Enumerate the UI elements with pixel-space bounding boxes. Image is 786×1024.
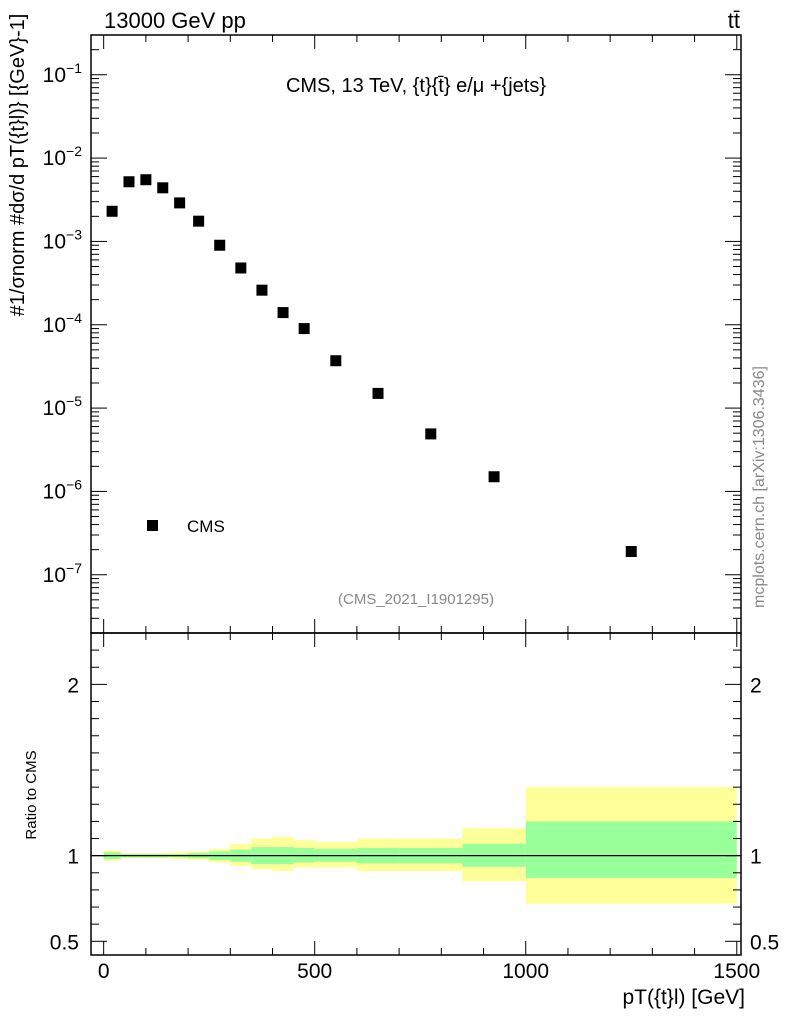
ratio-y-tick-label-right: 1	[750, 846, 762, 869]
ratio-axis-ticks	[91, 633, 741, 955]
data-point	[256, 284, 268, 296]
main-panel-frame	[90, 34, 742, 634]
legend-marker	[147, 520, 158, 531]
source-side-label: mcplots.cern.ch [arXiv:1306.3436]	[751, 366, 768, 608]
data-point	[330, 355, 342, 367]
ratio-y-axis-label: Ratio to CMS	[23, 750, 40, 839]
ratio-y-tick-labels: 0.5 0.5 1 1 2 2	[50, 674, 779, 954]
main-y-tick-label: 10−7	[43, 560, 83, 587]
data-point	[123, 176, 135, 188]
ratio-panel-frame	[90, 632, 742, 956]
main-y-tick-label: 10−5	[43, 393, 83, 420]
main-y-tick-label: 10−2	[43, 143, 83, 170]
data-point	[140, 174, 152, 186]
main-y-tick-label: 10−4	[43, 310, 83, 337]
analysis-id-label: (CMS_2021_I1901295)	[338, 591, 494, 608]
x-tick-labels: 0 500 1000 1500	[98, 960, 760, 983]
data-point	[425, 428, 437, 440]
data-point	[235, 262, 247, 274]
inner-band-bin	[525, 821, 737, 878]
x-tick-label: 500	[297, 960, 332, 983]
data-point	[174, 197, 186, 209]
data-point	[214, 239, 226, 251]
main-y-tick-label: 10−6	[43, 476, 83, 503]
x-axis-label: pT({t}l) [GeV]	[622, 986, 745, 1009]
energy-label: 13000 GeV pp	[104, 8, 246, 33]
main-axis-ticks	[91, 35, 741, 634]
data-point	[298, 323, 310, 335]
main-y-tick-labels: 10−7 10−6 10−5 10−4 10−3 10−2 10−1	[43, 60, 83, 587]
data-point	[488, 471, 500, 483]
ratio-y-tick-label-right: 2	[750, 674, 762, 697]
ratio-y-tick-label-left: 2	[67, 674, 79, 697]
main-y-tick-label: 10−1	[43, 60, 83, 87]
data-point	[157, 182, 169, 194]
data-point	[372, 387, 384, 399]
cms-data-points	[106, 174, 637, 558]
data-point	[277, 307, 289, 319]
x-tick-label: 1000	[502, 960, 549, 983]
main-y-tick-label: 10−3	[43, 226, 83, 253]
data-point	[625, 546, 637, 558]
process-label: tt̄	[728, 8, 740, 33]
x-tick-label: 0	[98, 960, 110, 983]
x-tick-label: 1500	[713, 960, 760, 983]
ratio-y-tick-label-right: 0.5	[750, 931, 779, 954]
ratio-y-tick-label-left: 1	[67, 846, 79, 869]
ratio-y-tick-label-left: 0.5	[50, 931, 79, 954]
legend-label: CMS	[187, 517, 225, 536]
main-title: CMS, 13 TeV, {t}{t̄} e/μ +{jets}	[286, 75, 546, 97]
data-point	[106, 205, 118, 217]
main-y-axis-label: #1/σnorm #dσ/d pT({t}l)} [{GeV}-1]	[7, 14, 29, 317]
data-point	[193, 215, 205, 227]
